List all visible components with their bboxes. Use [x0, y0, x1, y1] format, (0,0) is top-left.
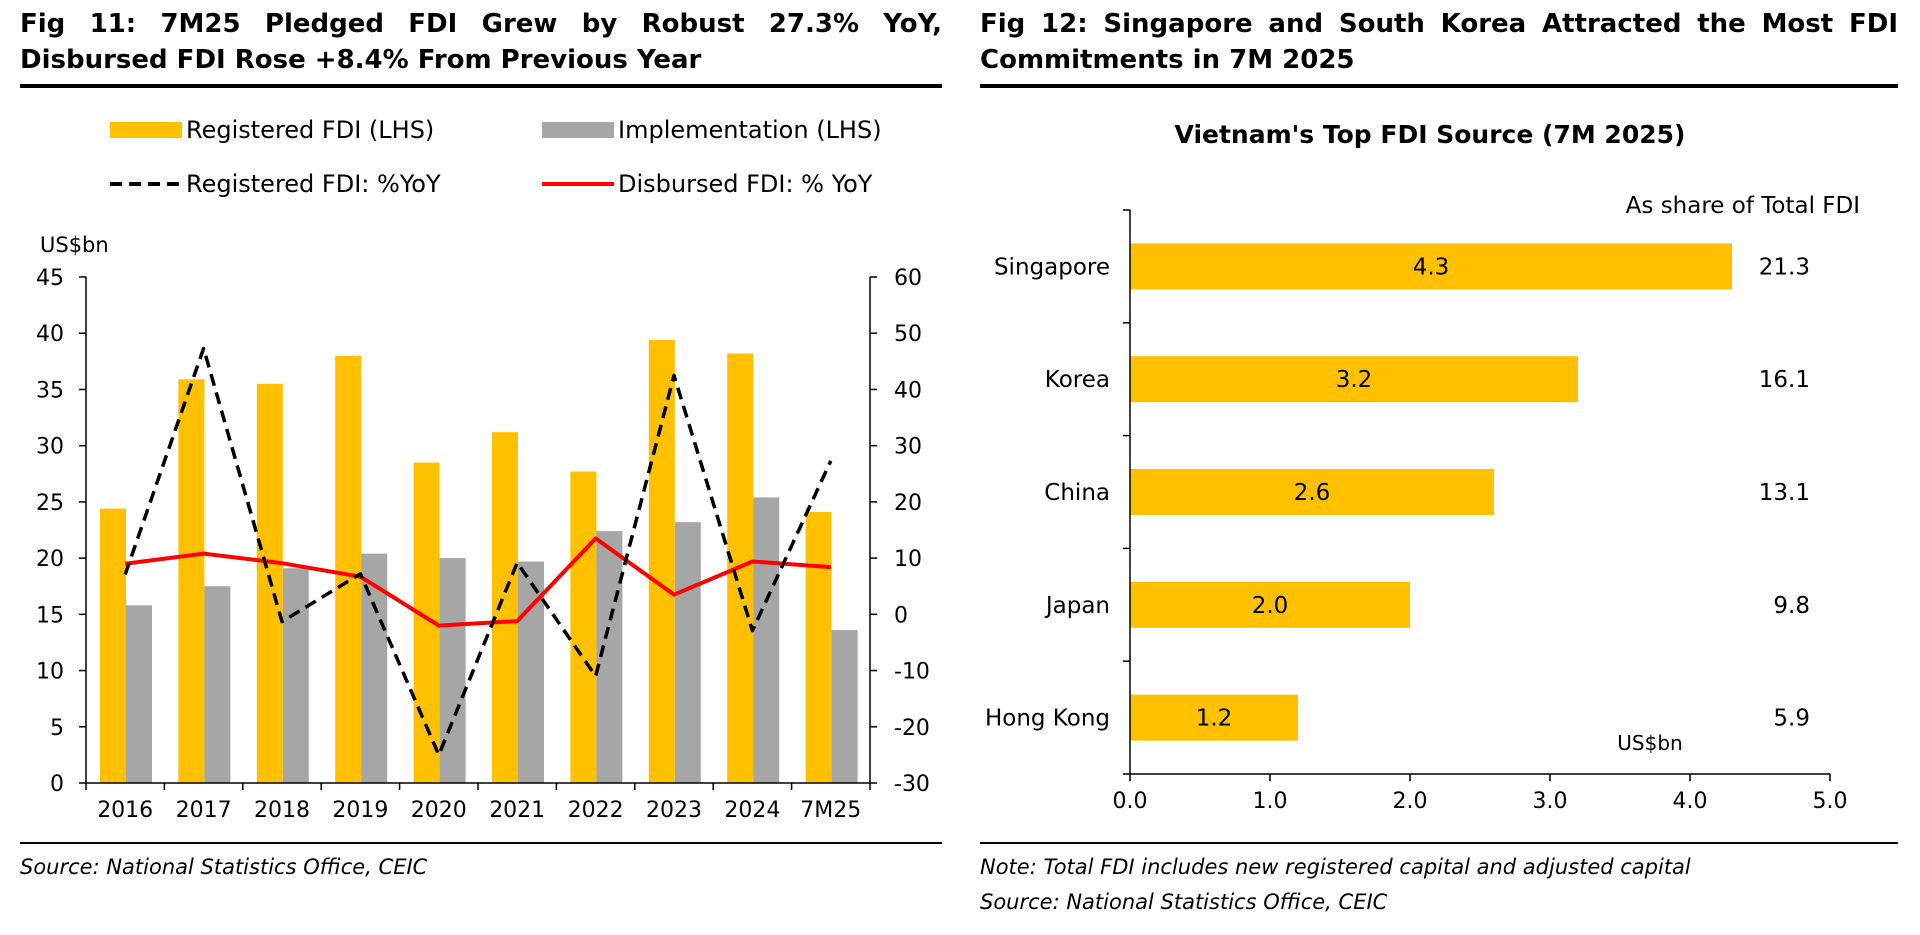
- x-tick-label: 3.0: [1533, 789, 1568, 814]
- bar-fdi-source: [1130, 694, 1298, 741]
- bar-value-label: 1.2: [1196, 706, 1233, 732]
- fig12-title-rule: [980, 84, 1898, 88]
- x-tick-label: 2024: [724, 798, 780, 823]
- x-tick-label: 2022: [568, 798, 624, 823]
- bar-value-label: 4.3: [1413, 254, 1450, 280]
- share-value-label: 13.1: [1759, 480, 1810, 506]
- line-registered-fdi-yoy: [123, 346, 833, 757]
- bar-registered-fdi: [570, 471, 597, 783]
- bar-value-label: 2.0: [1252, 593, 1289, 619]
- bar-fdi-source: [1130, 356, 1578, 403]
- bar-value-label: 3.2: [1336, 367, 1373, 393]
- bar-implementation: [674, 522, 701, 783]
- legend-swatch-2: [542, 122, 614, 138]
- line-disbursed-fdi-yoy: [124, 536, 831, 628]
- share-value-label: 5.9: [1773, 706, 1810, 732]
- bar-implementation: [282, 568, 309, 783]
- fig12-note: Note: Total FDI includes new registered …: [980, 855, 1691, 879]
- x-tick-label: 2020: [411, 798, 467, 823]
- y-axis-unit-label: US$bn: [40, 233, 109, 257]
- category-label: Japan: [1044, 593, 1110, 619]
- share-column-header: As share of Total FDI: [1626, 193, 1860, 219]
- x-tick-label: 5.0: [1813, 789, 1848, 814]
- y-left-tick-label: 10: [36, 660, 64, 685]
- y-right-tick-label: -20: [894, 716, 930, 741]
- bar-implementation: [126, 605, 152, 783]
- fig11-title-rule: [20, 84, 942, 88]
- y-right-tick-label: 10: [894, 547, 922, 572]
- category-label: China: [1044, 480, 1110, 506]
- bar-registered-fdi: [178, 379, 205, 783]
- x-tick-label: 1.0: [1253, 789, 1288, 814]
- category-label: Hong Kong: [985, 706, 1110, 732]
- bar-value-label: 2.6: [1294, 480, 1331, 506]
- category-label: Korea: [1045, 367, 1110, 393]
- x-tick-label: 2021: [489, 798, 545, 823]
- fig12-panel: Fig 12: Singapore and South Korea Attrac…: [960, 0, 1920, 935]
- category-label: Singapore: [994, 254, 1110, 280]
- legend-label: Registered FDI (LHS): [186, 116, 434, 144]
- bar-registered-fdi: [100, 508, 126, 783]
- legend-label: Disbursed FDI: % YoY: [618, 170, 873, 198]
- x-tick-label: 2.0: [1393, 789, 1428, 814]
- legend-label: Implementation (LHS): [618, 116, 882, 144]
- x-tick-label: 2018: [254, 798, 310, 823]
- fig12-chart: Vietnam's Top FDI Source (7M 2025) As sha…: [985, 120, 1860, 814]
- x-tick-label: 2019: [332, 798, 388, 823]
- x-tick-label: 2016: [97, 798, 153, 823]
- bar-implementation: [831, 630, 858, 783]
- y-right-tick-label: 30: [894, 435, 922, 460]
- fig11-chart: Registered FDI (LHS) Implementation (LHS)…: [36, 116, 930, 823]
- y-left-tick-label: 25: [36, 491, 64, 516]
- bar-fdi-source: [1130, 243, 1732, 290]
- y-right-tick-label: -10: [894, 660, 930, 685]
- bar-registered-fdi: [648, 339, 675, 783]
- x-tick-label: 2017: [176, 798, 232, 823]
- fig12-footer-rule: [980, 842, 1898, 844]
- bar-registered-fdi: [805, 512, 832, 783]
- share-value-label: 21.3: [1759, 254, 1810, 280]
- x-tick-label: 0.0: [1113, 789, 1148, 814]
- fig11-panel: Fig 11: 7M25 Pledged FDI Grew by Robust …: [20, 9, 942, 879]
- y-right-tick-label: 0: [894, 603, 908, 628]
- bar-fdi-source: [1130, 469, 1494, 515]
- bar-implementation: [596, 531, 623, 783]
- bar-implementation: [753, 497, 780, 783]
- y-left-tick-label: 5: [50, 716, 64, 741]
- y-left-tick-label: 15: [36, 603, 64, 628]
- bar-implementation: [204, 586, 231, 783]
- fig11-footer-rule: [20, 842, 942, 844]
- y-left-tick-label: 0: [50, 772, 64, 797]
- share-value-label: 9.8: [1773, 593, 1810, 619]
- legend-label: Registered FDI: %YoY: [186, 170, 441, 198]
- x-tick-label: 2023: [646, 798, 702, 823]
- x-tick-label: 4.0: [1673, 789, 1708, 814]
- y-right-tick-label: 60: [894, 266, 922, 291]
- y-left-tick-label: 35: [36, 378, 64, 403]
- fig12-source: Source: National Statistics Office, CEIC: [980, 890, 1388, 914]
- x-tick-label: 7M25: [800, 798, 861, 823]
- value-unit-label: US$bn: [1617, 731, 1682, 755]
- share-value-label: 16.1: [1759, 367, 1810, 393]
- y-right-tick-label: 50: [894, 322, 922, 347]
- bar-registered-fdi: [492, 432, 518, 783]
- chart-title: Vietnam's Top FDI Source (7M 2025): [1175, 120, 1686, 149]
- y-right-tick-label: 20: [894, 491, 922, 516]
- fig11-source: Source: National Statistics Office, CEIC: [20, 855, 428, 879]
- y-left-tick-label: 40: [36, 322, 64, 347]
- y-left-tick-label: 20: [36, 547, 64, 572]
- legend-swatch-1: [110, 122, 182, 138]
- bar-fdi-source: [1130, 581, 1410, 628]
- y-right-tick-label: -30: [894, 772, 930, 797]
- y-left-tick-label: 45: [36, 266, 64, 291]
- fig11-title: Fig 11: 7M25 Pledged FDI Grew by Robust …: [20, 9, 942, 75]
- y-left-tick-label: 30: [36, 435, 64, 460]
- fig12-title: Fig 12: Singapore and South Korea Attrac…: [980, 9, 1898, 75]
- bar-registered-fdi: [335, 355, 362, 783]
- y-right-tick-label: 40: [894, 378, 922, 403]
- bar-implementation: [439, 558, 466, 783]
